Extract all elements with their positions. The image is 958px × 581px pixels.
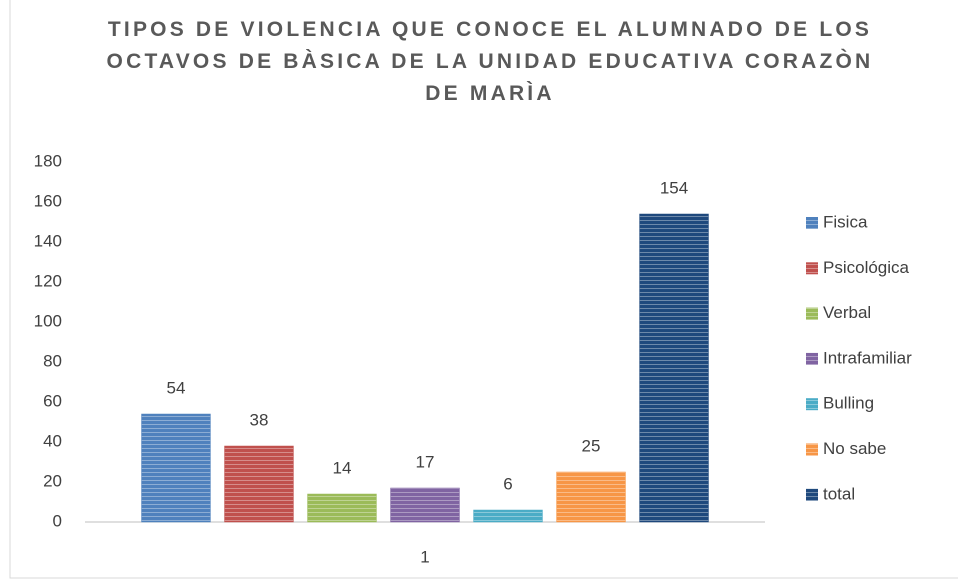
legend-label: total	[823, 484, 855, 503]
data-label: 54	[167, 378, 186, 397]
data-label: 14	[333, 458, 352, 477]
y-tick-label: 60	[43, 391, 62, 410]
bar	[141, 413, 211, 523]
bar	[224, 445, 294, 523]
y-tick-label: 180	[34, 151, 62, 170]
legend-swatch	[806, 488, 818, 501]
data-label: 38	[250, 410, 269, 429]
legend-label: Psicológica	[823, 258, 910, 277]
x-tick-label: 1	[420, 547, 429, 566]
data-label: 25	[582, 436, 601, 455]
legend-swatch	[806, 398, 818, 411]
data-label: 17	[416, 452, 435, 471]
chart-border	[9, 0, 958, 579]
chart-title: TIPOS DE VIOLENCIA QUE CONOCE EL ALUMNAD…	[106, 18, 874, 105]
legend-swatch	[806, 262, 818, 275]
y-tick-label: 20	[43, 471, 62, 490]
bar	[390, 487, 460, 523]
legend-label: Fisica	[823, 212, 868, 231]
data-label: 6	[503, 474, 512, 493]
legend-label: Bulling	[823, 394, 874, 413]
y-tick-label: 0	[53, 511, 62, 530]
legend-label: Verbal	[823, 303, 871, 322]
y-tick-label: 120	[34, 271, 62, 290]
legend-swatch	[806, 307, 818, 320]
y-tick-label: 40	[43, 431, 62, 450]
y-tick-label: 140	[34, 231, 62, 250]
y-tick-label: 100	[34, 311, 62, 330]
y-tick-label: 80	[43, 351, 62, 370]
bar	[473, 509, 543, 523]
legend-swatch	[806, 352, 818, 365]
data-label: 154	[660, 178, 688, 197]
bar	[556, 471, 626, 523]
legend-label: Intrafamiliar	[823, 348, 912, 367]
y-tick-label: 160	[34, 191, 62, 210]
legend-label: No sabe	[823, 439, 886, 458]
legend-swatch	[806, 443, 818, 456]
legend-swatch	[806, 217, 818, 229]
bar	[639, 213, 709, 523]
bar	[307, 493, 377, 523]
